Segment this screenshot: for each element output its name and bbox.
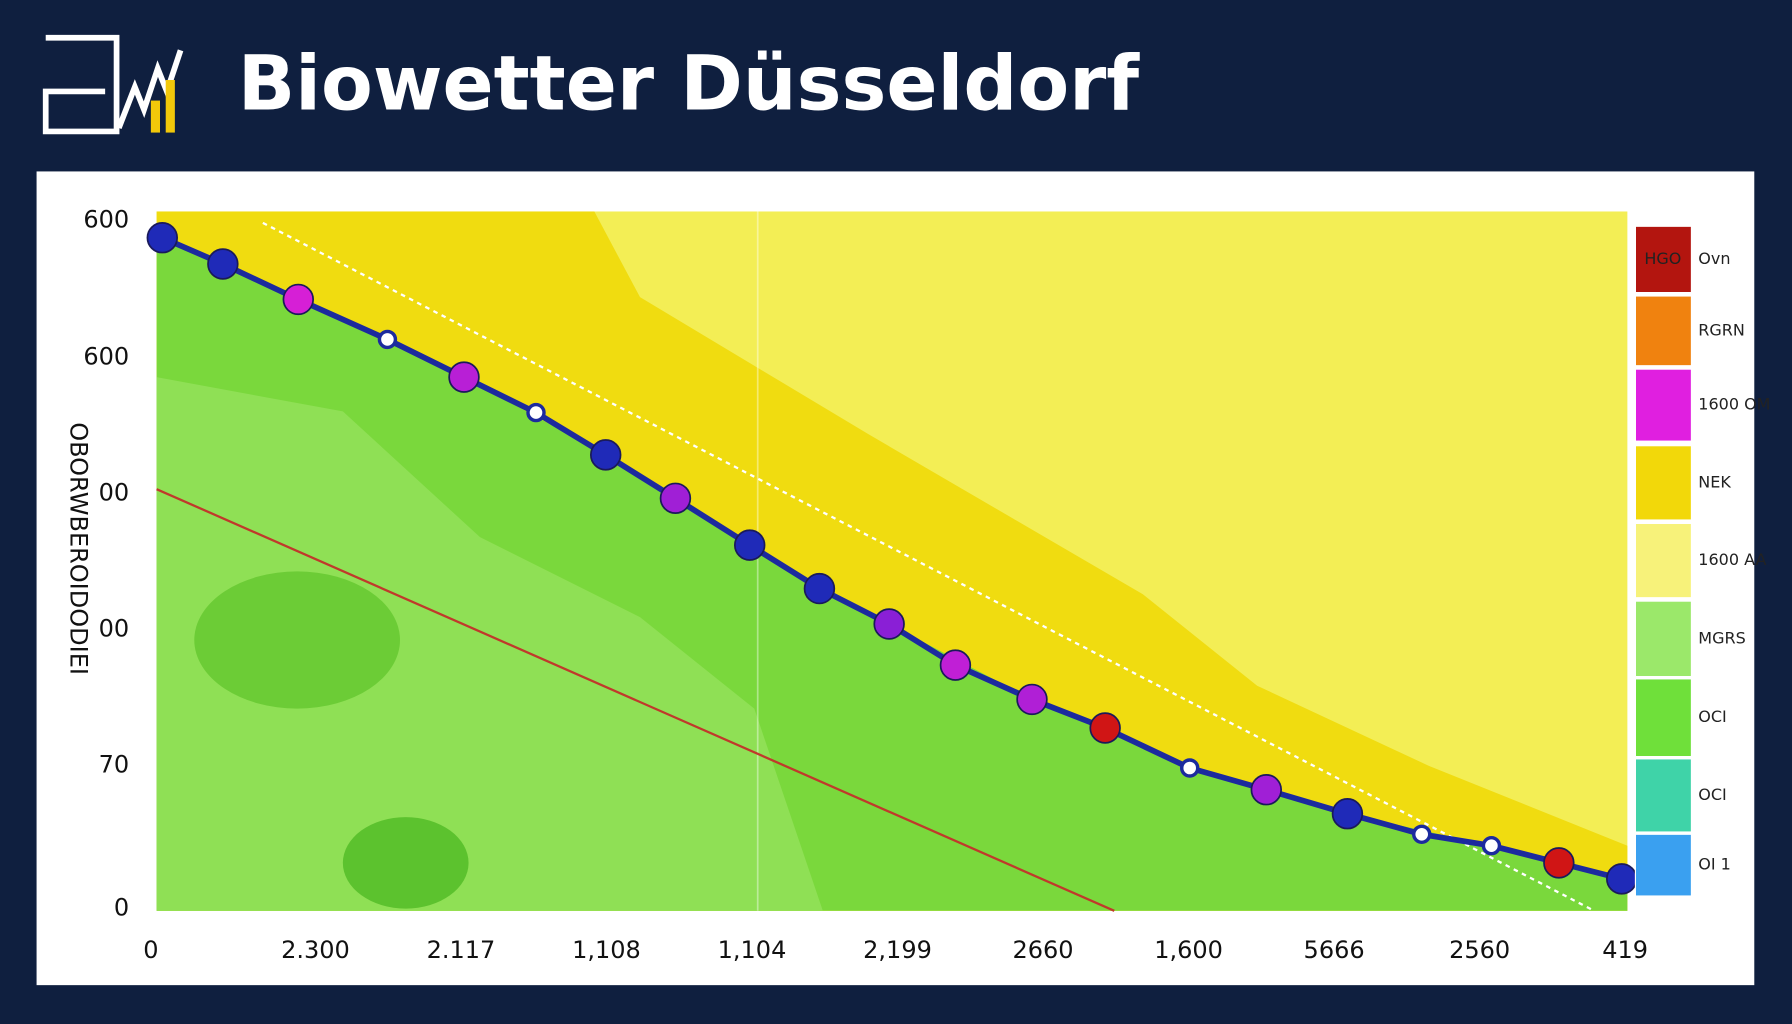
marker [734,529,766,561]
marker [1016,683,1048,716]
marker [873,608,905,640]
marker [1250,774,1282,806]
dashed-guide [262,221,1595,911]
legend-label: NEK [1698,472,1731,491]
x-tick-label: 1,104 [718,936,787,964]
logo [42,34,184,135]
x-tick-label: 5666 [1304,936,1365,964]
x-tick-label: 2.300 [281,936,350,964]
marker [659,482,692,514]
marker [526,402,546,423]
x-tick-label: 0 [143,936,158,964]
marker [1543,847,1575,879]
marker [207,248,239,280]
marker [1481,836,1502,856]
logo-frame [42,34,120,135]
legend-swatch [1634,295,1692,367]
legend-swatch [1634,522,1692,599]
marker [590,439,622,471]
trend-line [156,488,1115,912]
y-tick-label: 00 [99,615,130,643]
x-tick-label: 2,199 [863,936,932,964]
legend-swatch [1634,600,1692,678]
marker [1605,863,1638,895]
zone-light-green [156,377,823,911]
y-tick-label: 70 [99,751,130,779]
marker [1179,758,1200,778]
x-tick-label: 1,108 [572,936,641,964]
y-tick-label: 0 [114,894,129,922]
marker [377,329,398,350]
plot-area [156,211,1628,911]
x-tick-label: 2560 [1449,936,1510,964]
zone-patch [194,571,400,709]
y-tick-label: 00 [99,479,130,507]
legend-swatch [1634,678,1692,758]
x-tick-label: 2660 [1013,936,1074,964]
legend-label: 1600 AA [1698,550,1766,569]
legend-label: OI 1 [1698,855,1731,874]
y-tick-label: 600 [83,206,129,234]
logo-bar [150,100,160,133]
x-tick-label: 1,600 [1154,936,1223,964]
legend-label: OCI [1698,785,1726,804]
marker [1411,824,1432,844]
legend-swatch [1634,368,1692,442]
zone-patch [342,817,469,909]
legend-swatch [1634,225,1692,294]
marker [448,361,480,393]
legend-label: Ovn [1698,249,1730,268]
legend-label: 1600 OM [1698,395,1770,414]
marker [146,221,178,254]
x-tick-label: 2.117 [427,936,496,964]
legend-swatch [1634,833,1692,897]
y-axis-title: OBORWBEROIDODIEI [65,422,93,675]
page-title: Biowetter Düsseldorf [238,40,1141,128]
marker [282,283,314,316]
legend-label: MGRS [1698,628,1745,647]
x-tick-label: 419 [1602,936,1648,964]
legend-swatch [1634,445,1692,521]
legend-swatch-text: HGO [1644,249,1681,268]
marker [939,649,972,681]
marker [1331,798,1364,830]
legend-swatch [1634,758,1692,833]
marker [803,572,836,605]
logo-bar [165,80,175,133]
legend-label: OCI [1698,707,1726,726]
y-tick-label: 600 [83,343,129,371]
legend-label: RGRN [1698,320,1745,339]
marker [1089,712,1121,744]
